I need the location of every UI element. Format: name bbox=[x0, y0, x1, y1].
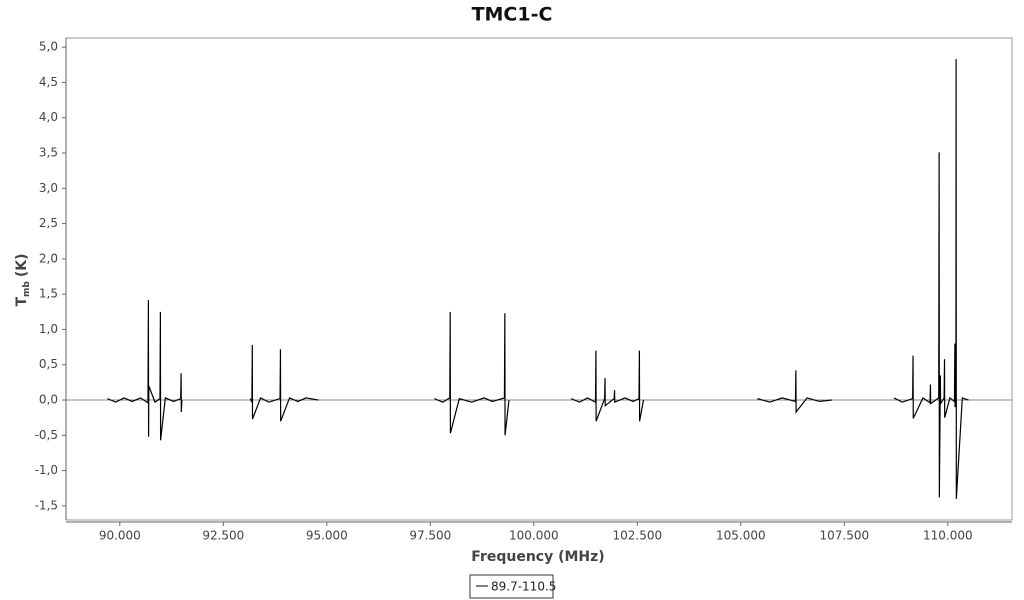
spectrum-line bbox=[107, 59, 969, 499]
y-tick-label: 0,5 bbox=[39, 357, 58, 371]
y-tick-label: 2,0 bbox=[39, 251, 58, 265]
legend-box bbox=[469, 574, 554, 599]
y-label-unit: (K) bbox=[14, 253, 30, 277]
y-label-sub: mb bbox=[22, 281, 32, 297]
y-tick-label: -1,5 bbox=[35, 498, 58, 512]
y-tick-label: 4,5 bbox=[39, 75, 58, 89]
chart-title: TMC1-C bbox=[472, 4, 553, 26]
x-tick-label: 92.500 bbox=[202, 529, 244, 543]
y-tick-label: 1,5 bbox=[39, 287, 58, 301]
x-tick-label: 90.000 bbox=[99, 529, 141, 543]
x-tick-label: 95.000 bbox=[306, 529, 348, 543]
x-tick-label: 110.000 bbox=[923, 529, 973, 543]
y-tick-label: 5,0 bbox=[39, 40, 58, 54]
x-tick-label: 105.000 bbox=[716, 529, 766, 543]
y-tick-label: 4,0 bbox=[39, 110, 58, 124]
y-label-main: T bbox=[14, 297, 30, 307]
legend-label: 89.7-110.5 bbox=[491, 580, 556, 594]
y-tick-label: -0,5 bbox=[35, 428, 58, 442]
y-tick-label: 3,0 bbox=[39, 181, 58, 195]
y-axis-label: Tmb (K) bbox=[14, 253, 32, 306]
x-tick-label: 100.000 bbox=[509, 529, 559, 543]
x-tick-label: 97.500 bbox=[409, 529, 451, 543]
y-tick-label: 0,0 bbox=[39, 393, 58, 407]
plot-frame bbox=[65, 37, 1013, 521]
y-tick-label: -1,0 bbox=[35, 463, 58, 477]
x-axis-label: Frequency (MHz) bbox=[471, 549, 604, 565]
y-tick-label: 2,5 bbox=[39, 216, 58, 230]
y-tick-label: 3,5 bbox=[39, 146, 58, 160]
y-tick-label: 1,0 bbox=[39, 322, 58, 336]
x-tick-label: 102.500 bbox=[613, 529, 663, 543]
x-tick-label: 107.500 bbox=[820, 529, 870, 543]
